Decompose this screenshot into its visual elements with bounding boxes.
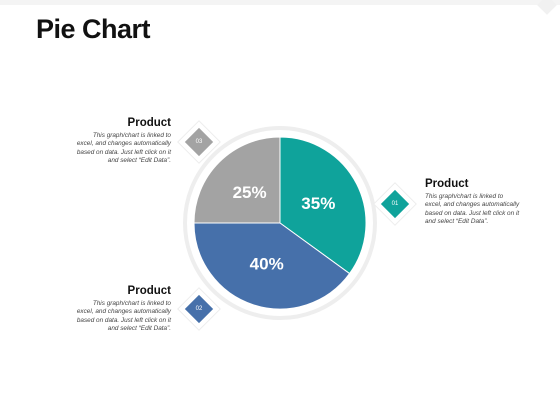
callout-line: and select “Edit Data”. (107, 325, 171, 333)
callout-product-02: Product This graph/chart is linked to ex… (41, 285, 171, 334)
callout-title: Product (127, 285, 171, 297)
callout-badge-01: 01 (373, 182, 417, 226)
callout-line: excel, and changes automatically (425, 201, 520, 209)
callout-badge-02: 02 (177, 287, 221, 331)
badge-number: 03 (196, 139, 203, 145)
callout-line: and select “Edit Data”. (425, 218, 489, 226)
top-bar (0, 0, 560, 5)
pie-slices (193, 136, 367, 310)
callout-line: This graph/chart is linked to (425, 193, 504, 200)
pie-slice-01 (279, 136, 367, 275)
callout-description: This graph/chart is linked to excel, and… (41, 132, 171, 166)
callout-line: based on data. Just left click on it (76, 148, 171, 156)
callout-title: Product (425, 178, 469, 190)
pie-slice-label-01: 35% (301, 194, 335, 213)
pie-slice-03 (193, 136, 281, 224)
callout-description: This graph/chart is linked to excel, and… (425, 193, 555, 227)
pie-slice-02 (193, 222, 351, 310)
callout-line: based on data. Just left click on it (76, 316, 171, 324)
pie-slice-label-02: 40% (250, 254, 284, 273)
callout-line: This graph/chart is linked to (92, 300, 171, 307)
badge-number: 01 (392, 201, 399, 207)
callout-line: excel, and changes automatically (76, 140, 171, 148)
page-title: Pie Chart (36, 14, 151, 44)
callout-title: Product (127, 117, 171, 129)
callout-product-03: Product This graph/chart is linked to ex… (41, 117, 171, 166)
callout-line: based on data. Just left click on it (425, 209, 520, 217)
callout-product-01: Product This graph/chart is linked to ex… (425, 178, 555, 227)
callout-badge-03: 03 (177, 120, 221, 164)
callout-line: excel, and changes automatically (76, 308, 171, 316)
callout-line: and select “Edit Data”. (107, 157, 171, 165)
callout-line: This graph/chart is linked to (92, 132, 171, 139)
badge-number: 02 (196, 306, 203, 312)
pie-slice-label-03: 25% (233, 183, 267, 202)
pie-slice-labels: 35% 40% 25% (233, 183, 336, 273)
callout-badges: 03 01 02 (177, 120, 417, 331)
callout-description: This graph/chart is linked to excel, and… (41, 300, 171, 334)
